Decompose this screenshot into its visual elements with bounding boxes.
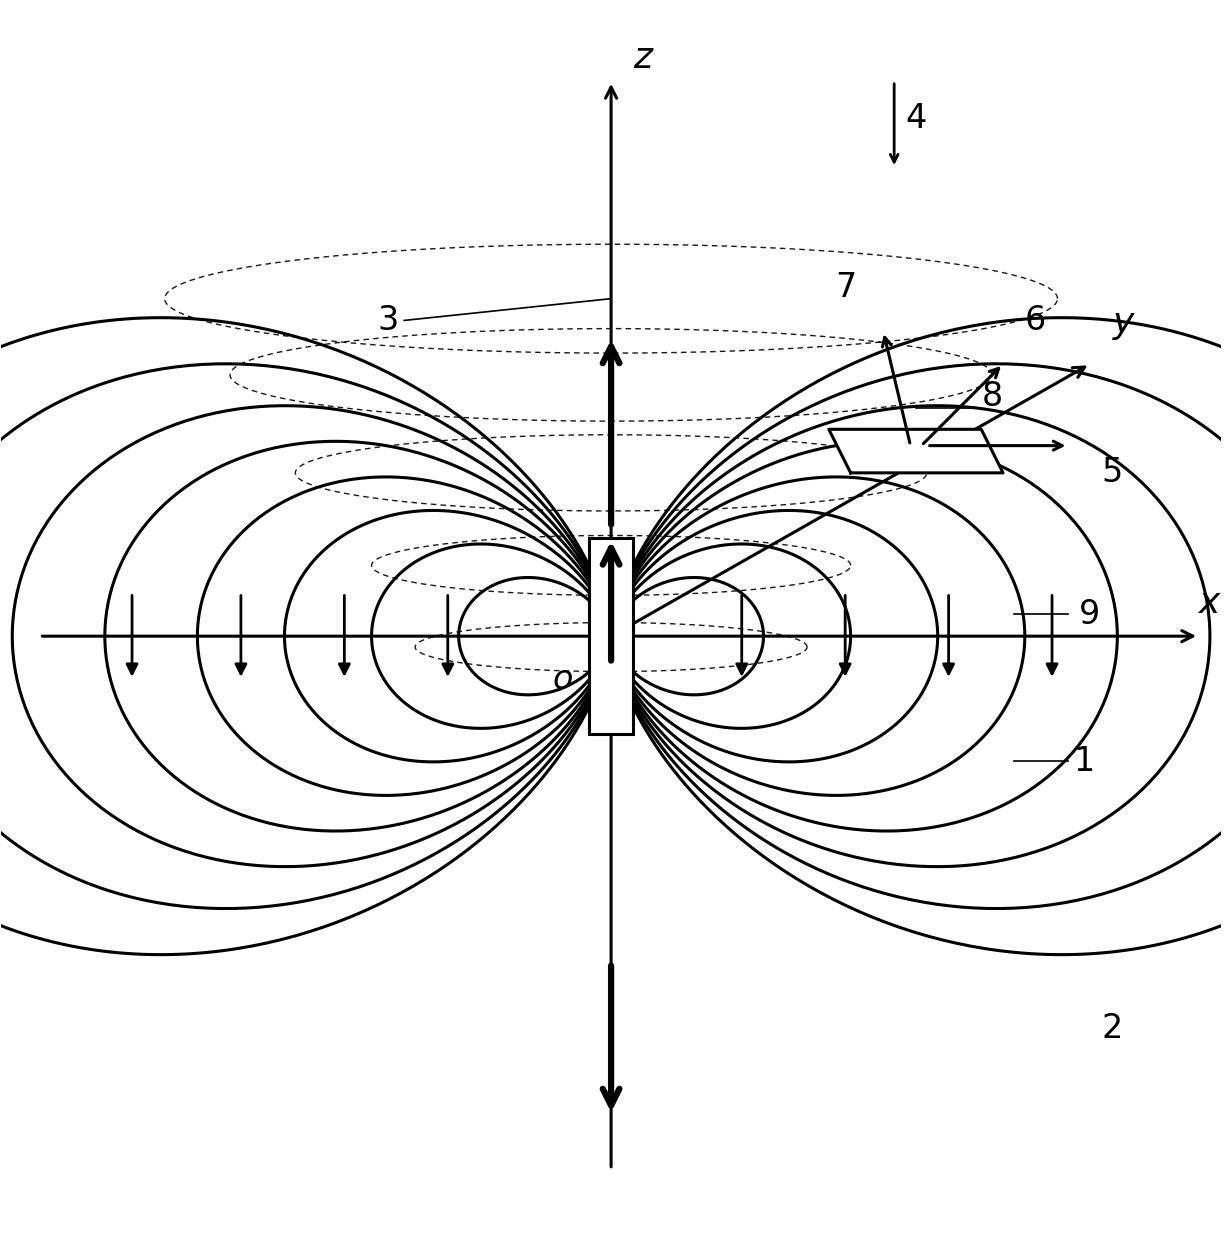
Text: 5: 5 <box>1101 456 1122 490</box>
Text: 2: 2 <box>1101 1011 1122 1045</box>
Text: 9: 9 <box>1079 598 1101 631</box>
Text: $x$: $x$ <box>1198 585 1222 619</box>
Text: 4: 4 <box>905 102 927 136</box>
Text: $y$: $y$ <box>1112 308 1137 342</box>
Text: 8: 8 <box>981 381 1003 413</box>
Text: 3: 3 <box>378 304 398 337</box>
Bar <box>590 538 633 735</box>
Polygon shape <box>829 430 1003 472</box>
Text: $o$: $o$ <box>552 663 573 696</box>
Text: 6: 6 <box>1025 304 1046 337</box>
Text: 7: 7 <box>835 271 856 304</box>
Text: $z$: $z$ <box>633 41 655 75</box>
Text: 1: 1 <box>1074 745 1095 777</box>
